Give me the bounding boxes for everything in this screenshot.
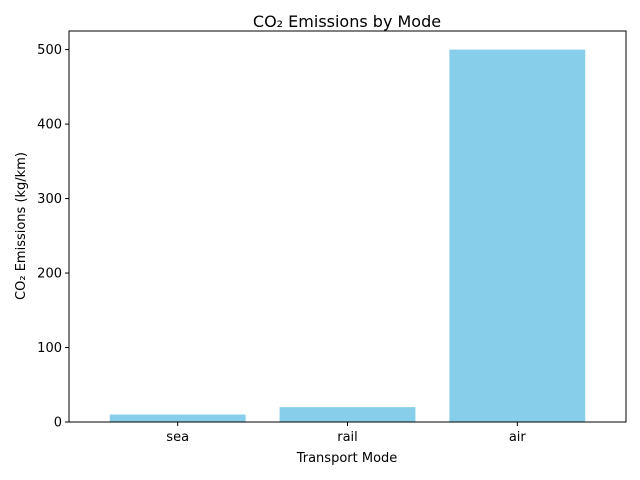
y-axis-label: CO₂ Emissions (kg/km) bbox=[14, 152, 29, 300]
bar-sea bbox=[109, 414, 246, 422]
x-tick-label-air: air bbox=[509, 430, 527, 445]
chart-title: CO₂ Emissions by Mode bbox=[253, 12, 441, 31]
x-tick-label-sea: sea bbox=[166, 430, 189, 445]
x-axis-label: Transport Mode bbox=[296, 451, 398, 466]
y-tick-label-0: 0 bbox=[54, 416, 62, 431]
bar-rail bbox=[279, 407, 416, 422]
x-axis-ticks: sea rail air bbox=[166, 422, 526, 445]
y-tick-label-500: 500 bbox=[37, 43, 62, 58]
y-tick-label-100: 100 bbox=[37, 341, 62, 356]
y-tick-label-200: 200 bbox=[37, 267, 62, 282]
bar-air bbox=[449, 49, 586, 422]
plot-frame bbox=[68, 30, 627, 423]
y-axis-ticks: 0 100 200 300 400 500 bbox=[37, 43, 69, 431]
x-tick-label-rail: rail bbox=[337, 430, 358, 445]
y-tick-label-400: 400 bbox=[37, 118, 62, 133]
y-tick-label-300: 300 bbox=[37, 192, 62, 207]
bars-group bbox=[109, 49, 586, 422]
